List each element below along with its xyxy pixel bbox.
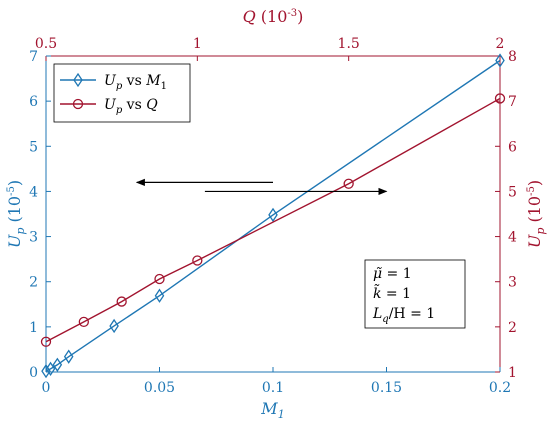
bottom-tick-label: 0 <box>42 380 51 396</box>
data-point <box>45 361 56 377</box>
data-point <box>116 296 127 307</box>
legend-label: Up vs Q <box>104 97 158 116</box>
parameter-line: Lq/H = 1 <box>372 306 435 325</box>
right-tick-label: 2 <box>508 320 517 336</box>
data-point <box>63 349 74 364</box>
left-tick-label: 3 <box>29 230 38 246</box>
top-tick-label: 0.5 <box>35 36 57 52</box>
right-tick-label: 1 <box>508 365 517 381</box>
data-point <box>52 357 63 372</box>
legend: Up vs M1 Up vs Q <box>53 63 191 123</box>
right-tick-label: 5 <box>508 184 517 200</box>
left-axis-title: Up (10-5) <box>5 180 27 248</box>
axes-layer: 0 0.05 0.1 0.15 0.2 0.5 1 1.5 2 0 1 2 3 4 5 6 7 1 2 3 4 5 6 7 8 M… <box>5 7 547 421</box>
data-point <box>78 316 89 328</box>
parameter-line: μ̃ = 1 <box>373 266 412 282</box>
top-tick-label: 1.5 <box>338 36 360 52</box>
parameter-box: μ̃ = 1k̃ = 1 Lq/H = 1 <box>364 259 466 329</box>
bottom-tick-label: 0.2 <box>489 380 511 396</box>
data-point <box>40 336 52 347</box>
left-tick-label: 5 <box>29 139 38 155</box>
right-tick-label: 7 <box>508 94 517 110</box>
right-tick-label: 3 <box>508 275 517 291</box>
data-point <box>154 288 165 303</box>
bottom-tick-label: 0.15 <box>371 380 402 396</box>
legend-label: Up vs M1 <box>104 73 167 92</box>
left-tick-label: 0 <box>29 365 38 381</box>
bottom-tick-label: 0.1 <box>262 380 284 396</box>
legend-marker <box>72 98 84 110</box>
left-tick-label: 6 <box>29 94 38 110</box>
bottom-axis-title: M1 <box>260 399 284 421</box>
data-point <box>494 93 506 104</box>
series-line-2 <box>45 97 501 343</box>
left-tick-label: 4 <box>29 184 38 200</box>
parameter-frame <box>364 259 466 329</box>
data-point <box>154 273 165 285</box>
data-point <box>343 178 354 189</box>
data-point <box>41 363 51 379</box>
data-point <box>268 207 278 223</box>
parameter-line: k̃ = 1 <box>373 283 411 302</box>
top-tick-label: 2 <box>496 36 505 52</box>
data-point <box>192 255 203 266</box>
top-axis-title: Q (10-3) <box>243 7 304 26</box>
right-tick-label: 8 <box>508 49 517 65</box>
series-line-1 <box>45 59 501 372</box>
right-tick-label: 4 <box>508 230 517 246</box>
right-tick-label: 6 <box>508 139 517 155</box>
left-tick-label: 2 <box>29 275 38 291</box>
series-layer <box>40 53 506 379</box>
annotation-layer: Up vs M1 Up vs Q μ̃ = 1k̃ = 1 Lq/H = 1 <box>53 63 466 329</box>
legend-marker <box>73 72 83 88</box>
left-tick-label: 7 <box>29 49 38 65</box>
data-point <box>109 318 119 334</box>
top-tick-label: 1 <box>193 36 202 52</box>
legend-box <box>53 63 191 123</box>
data-point <box>495 53 505 68</box>
bottom-tick-label: 0.05 <box>144 380 175 396</box>
left-tick-label: 1 <box>29 320 38 336</box>
right-axis-title: Up (10-5) <box>525 180 547 248</box>
